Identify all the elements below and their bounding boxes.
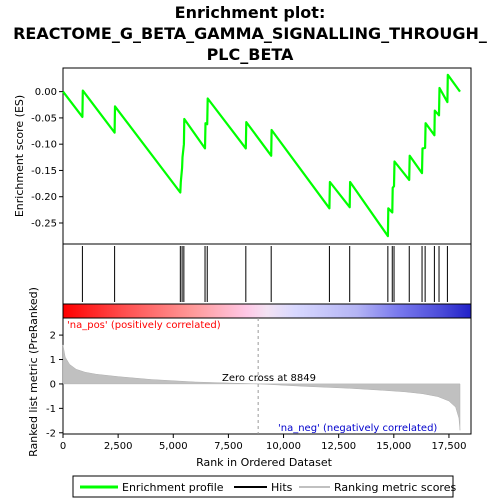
es-y-tick-label: -0.10 (31, 140, 57, 151)
legend-label-enrichment-profile: Enrichment profile (122, 481, 224, 494)
es-y-tick-label: -0.15 (31, 166, 57, 177)
rank-y-tick-label: 2 (50, 331, 56, 342)
legend-item-enrichment-profile: Enrichment profile (80, 481, 224, 494)
rank-y-tick-label: -1 (46, 404, 56, 415)
chart-title-line-2: REACTOME_G_BETA_GAMMA_SIGNALLING_THROUGH… (13, 24, 487, 43)
chart-title-line-3: PLC_BETA (207, 45, 294, 64)
hits-panel-frame (62, 243, 472, 305)
es-y-axis-label: Enrichment score (ES) (13, 95, 26, 217)
rank-x-ticks: 0 2,500 5,000 7,500 10,000 12,500 15,000 17,500 (60, 434, 466, 452)
x-tick-label: 10,000 (266, 441, 301, 452)
enrichment-profile-path (62, 73, 461, 238)
es-y-tick-label: 0.00 (35, 87, 57, 98)
es-y-tick-label: -0.20 (31, 192, 57, 203)
x-tick-label: 5,000 (159, 441, 188, 452)
rank-y-tick-label: 1 (50, 355, 56, 366)
legend-label-ranking-metric-scores: Ranking metric scores (334, 481, 456, 494)
legend-item-hits: Hits (234, 481, 293, 494)
ranking-metric-area (62, 344, 461, 431)
hit-marks (81, 246, 448, 302)
es-y-tick-label: -0.05 (31, 113, 57, 124)
rank-panel-frame (62, 317, 472, 435)
es-y-ticks: 0.00 -0.05 -0.10 -0.15 -0.20 -0.25 (31, 87, 63, 229)
rank-y-tick-label: -2 (46, 428, 56, 439)
chart-title-line-1: Enrichment plot: (175, 3, 326, 22)
x-tick-label: 2,500 (104, 441, 133, 452)
x-tick-label: 17,500 (431, 441, 466, 452)
es-y-tick-label: -0.25 (31, 218, 57, 229)
x-tick-label: 7,500 (214, 441, 243, 452)
x-tick-label: 12,500 (321, 441, 356, 452)
x-axis-label: Rank in Ordered Dataset (196, 456, 333, 469)
x-tick-label: 0 (60, 441, 66, 452)
legend-item-ranking-metric-scores: Ranking metric scores (299, 481, 456, 494)
negative-correlation-label: 'na_neg' (negatively correlated) (278, 423, 437, 434)
ranking-metric-fill (62, 344, 461, 431)
rank-y-tick-label: 0 (50, 379, 56, 390)
enrichment-profile-line (62, 73, 461, 238)
positive-correlation-label: 'na_pos' (positively correlated) (67, 320, 221, 331)
x-tick-label: 15,000 (376, 441, 411, 452)
zero-cross-label: Zero cross at 8849 (222, 373, 316, 384)
rank-y-axis-label: Ranked list metric (PreRanked) (27, 287, 40, 457)
rank-y-ticks: 2 1 0 -1 -2 (46, 331, 63, 439)
legend-label-hits: Hits (271, 481, 293, 494)
es-panel-frame (62, 67, 472, 245)
ranking-color-bar (62, 303, 472, 319)
